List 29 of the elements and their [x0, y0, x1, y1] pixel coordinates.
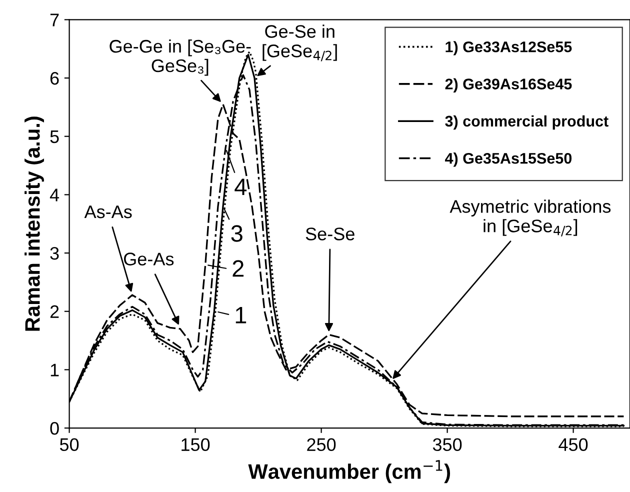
- x-tick-label: 150: [182, 438, 210, 452]
- y-tick-label: 7: [50, 14, 59, 26]
- annotation: Asymetric vibrations in [GeSe$_{4/2}$]: [450, 200, 611, 236]
- legend-label: 3) commercial product: [445, 115, 608, 130]
- y-tick-label: 1: [50, 364, 59, 376]
- x-tick-label: 350: [432, 438, 462, 452]
- y-axis-title: Raman intensity (a.u.): [24, 116, 44, 331]
- x-tick-label: 450: [558, 438, 588, 452]
- x-tick-label: 250: [307, 438, 336, 452]
- x-axis-title: Wavenumber (cm$^{−1}$): [248, 460, 450, 484]
- annotation: 3: [231, 225, 242, 242]
- x-tick-label: 50: [60, 438, 79, 452]
- annotation: Ge-As: [124, 252, 174, 266]
- legend-label: 2) Ge39As16Se45: [445, 78, 572, 92]
- y-tick-label: 3: [50, 246, 59, 260]
- y-tick-label: 6: [50, 72, 59, 85]
- y-tick-label: 4: [50, 188, 60, 202]
- annotation: 4: [234, 178, 247, 195]
- y-tick-label: 2: [50, 305, 59, 318]
- legend-label: 4) Ge35As15Se50: [444, 152, 572, 167]
- annotation: 1: [236, 307, 246, 324]
- y-tick-label: 5: [50, 130, 59, 144]
- annotation: Se-Se: [306, 228, 354, 240]
- annotation: Ge-Se in [GeSe$_{4/2}$]: [262, 24, 337, 62]
- legend-label: 1) Ge33As12Se55: [446, 41, 572, 56]
- annotation: 2: [232, 260, 244, 277]
- y-tick-label: 0: [50, 422, 59, 435]
- annotation: Ge-Ge in [Se₃Ge- GeSe₃]: [110, 39, 251, 76]
- annotation: As-As: [84, 206, 132, 218]
